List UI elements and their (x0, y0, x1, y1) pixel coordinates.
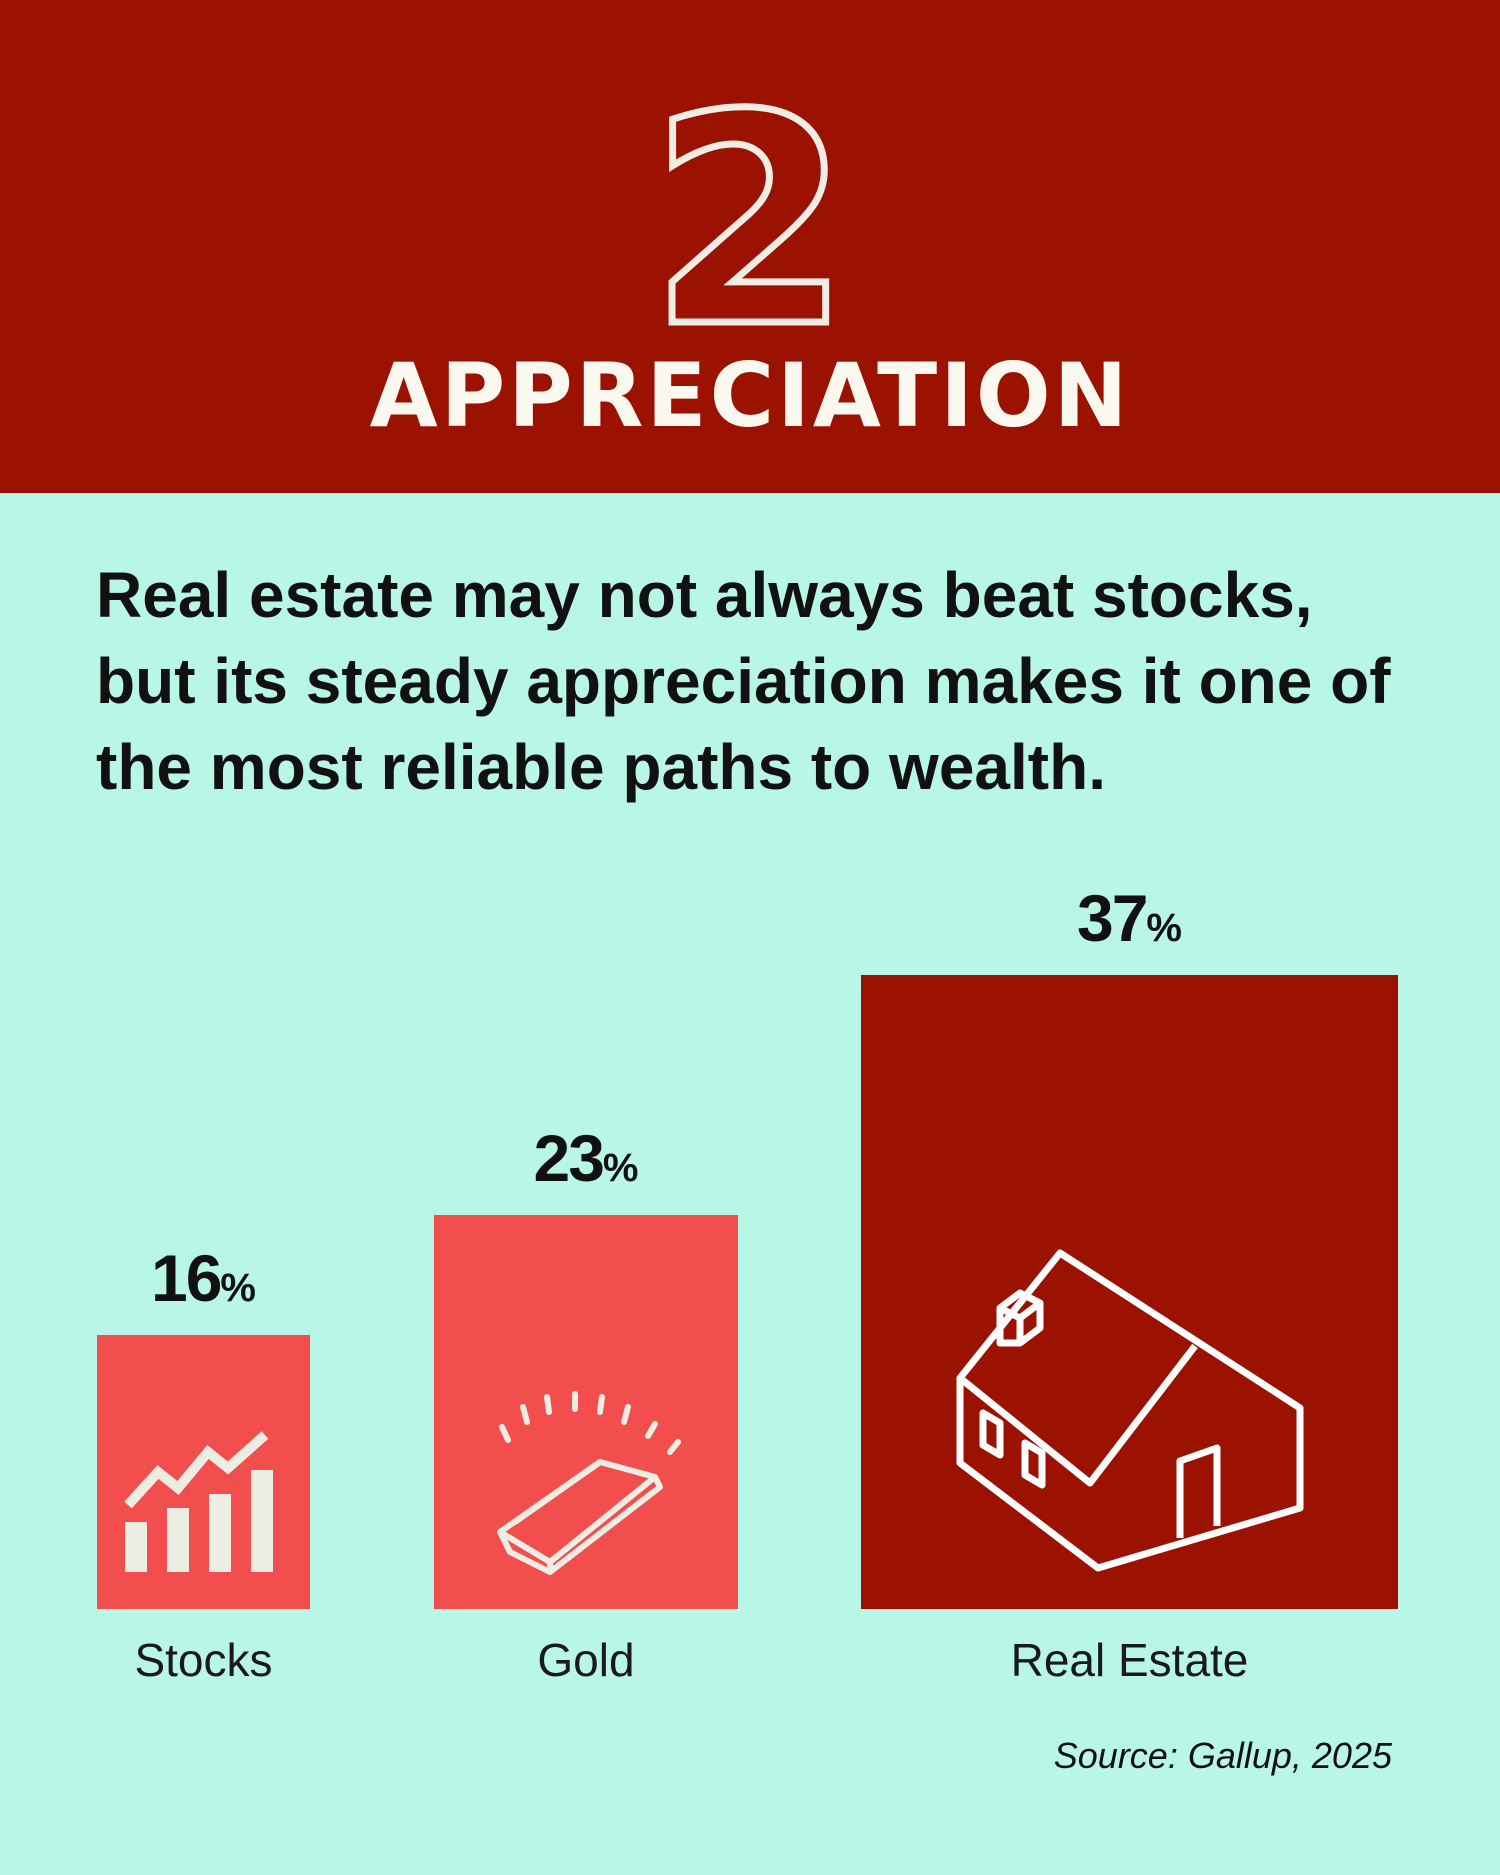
section-title: APPRECIATION (369, 344, 1131, 447)
source-note: Source: Gallup, 2025 (1053, 1735, 1392, 1776)
stock-chart-icon (124, 1431, 273, 1572)
value-label-real-estate: 37% (861, 880, 1398, 956)
value-unit: % (220, 1265, 256, 1310)
value-unit: % (1146, 906, 1182, 950)
gold-bar-icon (497, 1391, 681, 1575)
category-label-gold: Gold (537, 1634, 635, 1686)
lead-text: Real estate may not always beat stocks, … (96, 559, 1391, 803)
bar-real-estate (861, 975, 1398, 1609)
value-number: 37 (1077, 881, 1148, 955)
value-unit: % (602, 1145, 639, 1190)
value-label-stocks: 16% (97, 1240, 310, 1316)
category-label-real-estate: Real Estate (1010, 1634, 1249, 1686)
value-number: 16 (151, 1240, 222, 1315)
section-number: 2 (646, 54, 855, 391)
category-label-stocks: Stocks (134, 1634, 273, 1686)
header-band (0, 0, 1500, 493)
value-number: 23 (533, 1120, 605, 1195)
house-icon (956, 1249, 1304, 1572)
value-label-gold: 23% (434, 1120, 738, 1196)
